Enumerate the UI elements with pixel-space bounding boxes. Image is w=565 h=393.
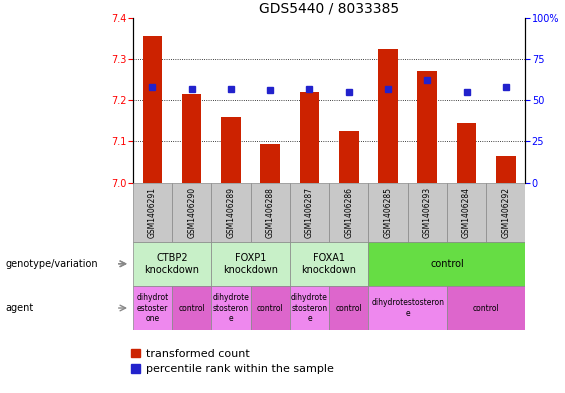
Text: GSM1406289: GSM1406289 <box>227 187 236 238</box>
Text: dihydrote
stosteron
e: dihydrote stosteron e <box>212 293 249 323</box>
Text: agent: agent <box>6 303 34 313</box>
Text: GSM1406290: GSM1406290 <box>187 187 196 238</box>
Bar <box>486 183 525 242</box>
Text: control: control <box>430 259 464 269</box>
Bar <box>378 49 398 183</box>
Bar <box>368 183 408 242</box>
Text: control: control <box>179 303 205 312</box>
Bar <box>172 183 211 242</box>
Bar <box>290 242 368 286</box>
Text: control: control <box>257 303 284 312</box>
Bar <box>368 242 525 286</box>
Text: GSM1406285: GSM1406285 <box>384 187 393 238</box>
Text: dihydrot
estoster
one: dihydrot estoster one <box>136 293 168 323</box>
Bar <box>251 183 290 242</box>
Bar <box>368 286 447 330</box>
Bar <box>211 286 251 330</box>
Bar <box>418 72 437 183</box>
Bar <box>299 92 319 183</box>
Bar <box>447 183 486 242</box>
Bar <box>172 286 211 330</box>
Text: control: control <box>336 303 362 312</box>
Title: GDS5440 / 8033385: GDS5440 / 8033385 <box>259 1 399 15</box>
Text: GSM1406291: GSM1406291 <box>148 187 157 238</box>
Text: FOXP1
knockdown: FOXP1 knockdown <box>223 253 278 275</box>
Text: GSM1406284: GSM1406284 <box>462 187 471 238</box>
Bar <box>142 36 162 183</box>
Text: GSM1406288: GSM1406288 <box>266 187 275 238</box>
Text: GSM1406292: GSM1406292 <box>501 187 510 238</box>
Text: control: control <box>473 303 499 312</box>
Text: GSM1406286: GSM1406286 <box>344 187 353 238</box>
Bar <box>447 286 525 330</box>
Bar <box>457 123 476 183</box>
Bar <box>329 183 368 242</box>
Text: dihydrotestosteron
e: dihydrotestosteron e <box>371 298 444 318</box>
Text: dihydrote
stosteron
e: dihydrote stosteron e <box>291 293 328 323</box>
Bar <box>133 183 172 242</box>
Bar <box>133 242 211 286</box>
Text: FOXA1
knockdown: FOXA1 knockdown <box>302 253 357 275</box>
Bar <box>290 286 329 330</box>
Bar <box>408 183 447 242</box>
Legend: transformed count, percentile rank within the sample: transformed count, percentile rank withi… <box>127 344 338 379</box>
Bar <box>221 117 241 183</box>
Text: genotype/variation: genotype/variation <box>6 259 98 269</box>
Text: GSM1406287: GSM1406287 <box>305 187 314 238</box>
Bar <box>496 156 516 183</box>
Bar <box>211 242 290 286</box>
Bar <box>211 183 251 242</box>
Bar <box>182 94 202 183</box>
Bar <box>133 286 172 330</box>
Bar <box>290 183 329 242</box>
Bar <box>339 131 359 183</box>
Bar <box>260 143 280 183</box>
Bar <box>251 286 290 330</box>
Text: CTBP2
knockdown: CTBP2 knockdown <box>145 253 199 275</box>
Bar <box>329 286 368 330</box>
Text: GSM1406293: GSM1406293 <box>423 187 432 238</box>
